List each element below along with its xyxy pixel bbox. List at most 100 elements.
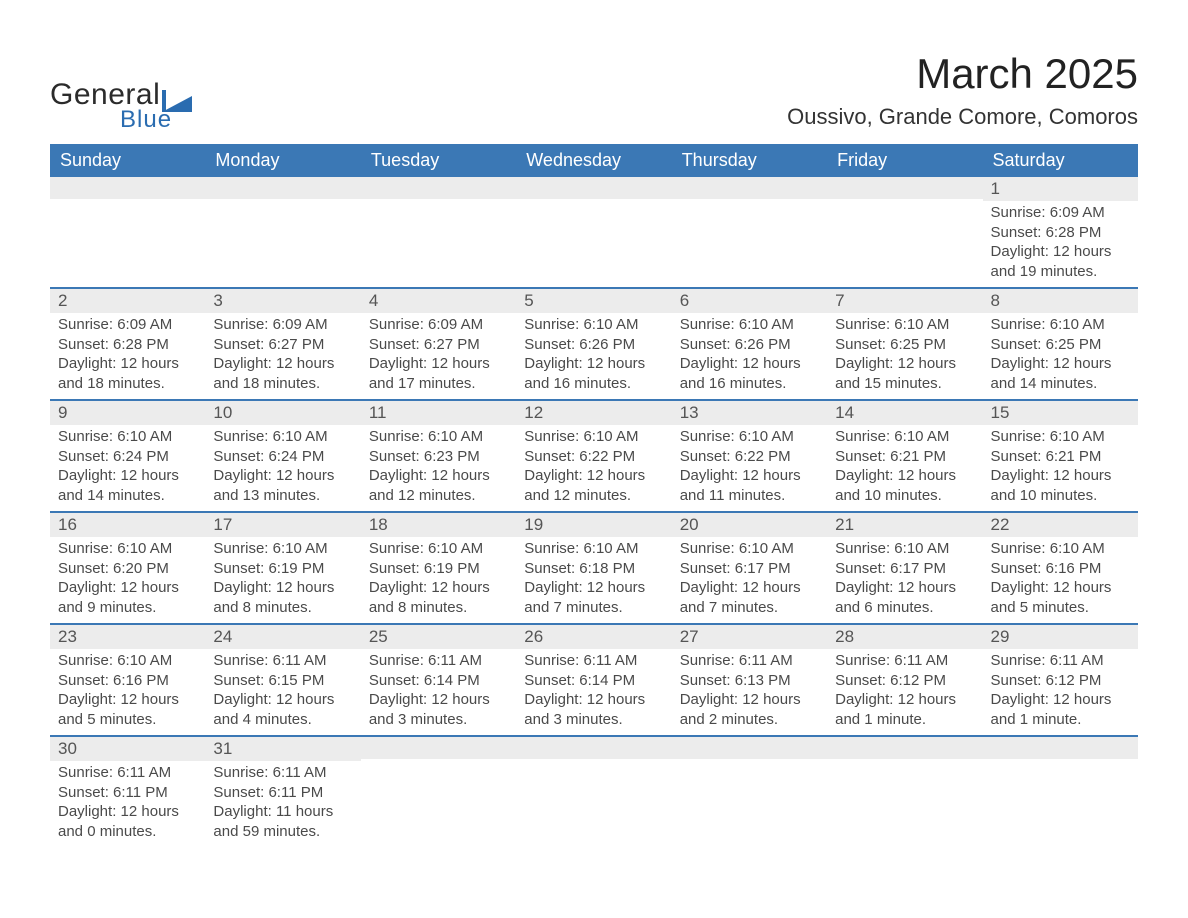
daylight-text: Daylight: 12 hours and 2 minutes. bbox=[680, 690, 819, 729]
day-content bbox=[672, 759, 827, 767]
day-number: 18 bbox=[361, 513, 516, 537]
day-number bbox=[205, 177, 360, 199]
daylight-text: Daylight: 12 hours and 13 minutes. bbox=[213, 466, 352, 505]
day-content bbox=[827, 199, 982, 207]
brand-logo: General Blue bbox=[50, 78, 192, 134]
day-content: Sunrise: 6:10 AMSunset: 6:21 PMDaylight:… bbox=[827, 425, 982, 511]
day-content bbox=[361, 199, 516, 207]
day-content: Sunrise: 6:11 AMSunset: 6:12 PMDaylight:… bbox=[827, 649, 982, 735]
sunrise-text: Sunrise: 6:09 AM bbox=[991, 203, 1130, 223]
day-content bbox=[516, 199, 671, 207]
calendar-day-cell bbox=[205, 177, 360, 288]
day-content: Sunrise: 6:10 AMSunset: 6:22 PMDaylight:… bbox=[672, 425, 827, 511]
day-content: Sunrise: 6:10 AMSunset: 6:26 PMDaylight:… bbox=[516, 313, 671, 399]
day-number bbox=[50, 177, 205, 199]
daylight-text: Daylight: 12 hours and 7 minutes. bbox=[680, 578, 819, 617]
calendar-week-row: 1Sunrise: 6:09 AMSunset: 6:28 PMDaylight… bbox=[50, 177, 1138, 288]
daylight-text: Daylight: 12 hours and 15 minutes. bbox=[835, 354, 974, 393]
calendar-day-cell bbox=[361, 177, 516, 288]
sunset-text: Sunset: 6:25 PM bbox=[835, 335, 974, 355]
sunset-text: Sunset: 6:22 PM bbox=[524, 447, 663, 467]
sunrise-text: Sunrise: 6:11 AM bbox=[524, 651, 663, 671]
calendar-day-cell: 15Sunrise: 6:10 AMSunset: 6:21 PMDayligh… bbox=[983, 400, 1138, 512]
sunrise-text: Sunrise: 6:10 AM bbox=[835, 427, 974, 447]
day-content bbox=[205, 199, 360, 207]
day-number bbox=[983, 737, 1138, 759]
day-number: 16 bbox=[50, 513, 205, 537]
sunrise-text: Sunrise: 6:10 AM bbox=[835, 315, 974, 335]
calendar-day-cell: 31Sunrise: 6:11 AMSunset: 6:11 PMDayligh… bbox=[205, 736, 360, 847]
day-number: 27 bbox=[672, 625, 827, 649]
sunrise-text: Sunrise: 6:09 AM bbox=[213, 315, 352, 335]
day-number: 20 bbox=[672, 513, 827, 537]
weekday-header: Monday bbox=[205, 144, 360, 177]
calendar-day-cell: 24Sunrise: 6:11 AMSunset: 6:15 PMDayligh… bbox=[205, 624, 360, 736]
calendar-day-cell: 23Sunrise: 6:10 AMSunset: 6:16 PMDayligh… bbox=[50, 624, 205, 736]
sunrise-text: Sunrise: 6:10 AM bbox=[369, 427, 508, 447]
day-number bbox=[672, 737, 827, 759]
daylight-text: Daylight: 12 hours and 18 minutes. bbox=[58, 354, 197, 393]
sunset-text: Sunset: 6:21 PM bbox=[991, 447, 1130, 467]
sunrise-text: Sunrise: 6:10 AM bbox=[680, 539, 819, 559]
calendar-day-cell: 14Sunrise: 6:10 AMSunset: 6:21 PMDayligh… bbox=[827, 400, 982, 512]
sunset-text: Sunset: 6:28 PM bbox=[991, 223, 1130, 243]
sunset-text: Sunset: 6:27 PM bbox=[213, 335, 352, 355]
sunset-text: Sunset: 6:26 PM bbox=[524, 335, 663, 355]
daylight-text: Daylight: 12 hours and 12 minutes. bbox=[369, 466, 508, 505]
day-content: Sunrise: 6:10 AMSunset: 6:18 PMDaylight:… bbox=[516, 537, 671, 623]
calendar-week-row: 2Sunrise: 6:09 AMSunset: 6:28 PMDaylight… bbox=[50, 288, 1138, 400]
calendar-day-cell: 1Sunrise: 6:09 AMSunset: 6:28 PMDaylight… bbox=[983, 177, 1138, 288]
day-number: 15 bbox=[983, 401, 1138, 425]
day-content bbox=[983, 759, 1138, 767]
calendar-table: Sunday Monday Tuesday Wednesday Thursday… bbox=[50, 144, 1138, 847]
calendar-day-cell bbox=[827, 736, 982, 847]
sunset-text: Sunset: 6:16 PM bbox=[991, 559, 1130, 579]
day-content: Sunrise: 6:09 AMSunset: 6:28 PMDaylight:… bbox=[50, 313, 205, 399]
sunrise-text: Sunrise: 6:10 AM bbox=[213, 427, 352, 447]
day-number: 29 bbox=[983, 625, 1138, 649]
calendar-week-row: 30Sunrise: 6:11 AMSunset: 6:11 PMDayligh… bbox=[50, 736, 1138, 847]
day-content: Sunrise: 6:10 AMSunset: 6:21 PMDaylight:… bbox=[983, 425, 1138, 511]
sunrise-text: Sunrise: 6:10 AM bbox=[991, 427, 1130, 447]
day-content: Sunrise: 6:11 AMSunset: 6:11 PMDaylight:… bbox=[50, 761, 205, 847]
sunrise-text: Sunrise: 6:10 AM bbox=[213, 539, 352, 559]
sunrise-text: Sunrise: 6:10 AM bbox=[991, 315, 1130, 335]
sunset-text: Sunset: 6:24 PM bbox=[213, 447, 352, 467]
day-content: Sunrise: 6:10 AMSunset: 6:17 PMDaylight:… bbox=[672, 537, 827, 623]
calendar-day-cell: 8Sunrise: 6:10 AMSunset: 6:25 PMDaylight… bbox=[983, 288, 1138, 400]
calendar-day-cell: 27Sunrise: 6:11 AMSunset: 6:13 PMDayligh… bbox=[672, 624, 827, 736]
day-number bbox=[827, 737, 982, 759]
calendar-week-row: 23Sunrise: 6:10 AMSunset: 6:16 PMDayligh… bbox=[50, 624, 1138, 736]
day-content bbox=[50, 199, 205, 207]
calendar-day-cell bbox=[516, 736, 671, 847]
calendar-header-row: Sunday Monday Tuesday Wednesday Thursday… bbox=[50, 144, 1138, 177]
sunset-text: Sunset: 6:14 PM bbox=[369, 671, 508, 691]
sunset-text: Sunset: 6:26 PM bbox=[680, 335, 819, 355]
calendar-day-cell: 26Sunrise: 6:11 AMSunset: 6:14 PMDayligh… bbox=[516, 624, 671, 736]
daylight-text: Daylight: 12 hours and 8 minutes. bbox=[369, 578, 508, 617]
day-number: 2 bbox=[50, 289, 205, 313]
day-content: Sunrise: 6:09 AMSunset: 6:27 PMDaylight:… bbox=[361, 313, 516, 399]
sunset-text: Sunset: 6:22 PM bbox=[680, 447, 819, 467]
day-content: Sunrise: 6:09 AMSunset: 6:28 PMDaylight:… bbox=[983, 201, 1138, 287]
day-content: Sunrise: 6:10 AMSunset: 6:24 PMDaylight:… bbox=[50, 425, 205, 511]
day-number: 6 bbox=[672, 289, 827, 313]
day-number: 1 bbox=[983, 177, 1138, 201]
daylight-text: Daylight: 12 hours and 16 minutes. bbox=[680, 354, 819, 393]
sunrise-text: Sunrise: 6:09 AM bbox=[369, 315, 508, 335]
daylight-text: Daylight: 12 hours and 10 minutes. bbox=[835, 466, 974, 505]
daylight-text: Daylight: 12 hours and 8 minutes. bbox=[213, 578, 352, 617]
daylight-text: Daylight: 12 hours and 19 minutes. bbox=[991, 242, 1130, 281]
calendar-day-cell: 10Sunrise: 6:10 AMSunset: 6:24 PMDayligh… bbox=[205, 400, 360, 512]
weekday-header: Sunday bbox=[50, 144, 205, 177]
topbar: General Blue March 2025 Oussivo, Grande … bbox=[50, 50, 1138, 134]
calendar-day-cell: 2Sunrise: 6:09 AMSunset: 6:28 PMDaylight… bbox=[50, 288, 205, 400]
page: General Blue March 2025 Oussivo, Grande … bbox=[0, 0, 1188, 918]
sunrise-text: Sunrise: 6:10 AM bbox=[835, 539, 974, 559]
daylight-text: Daylight: 12 hours and 14 minutes. bbox=[58, 466, 197, 505]
calendar-day-cell bbox=[361, 736, 516, 847]
calendar-day-cell: 7Sunrise: 6:10 AMSunset: 6:25 PMDaylight… bbox=[827, 288, 982, 400]
day-number: 21 bbox=[827, 513, 982, 537]
calendar-day-cell: 9Sunrise: 6:10 AMSunset: 6:24 PMDaylight… bbox=[50, 400, 205, 512]
calendar-day-cell: 19Sunrise: 6:10 AMSunset: 6:18 PMDayligh… bbox=[516, 512, 671, 624]
